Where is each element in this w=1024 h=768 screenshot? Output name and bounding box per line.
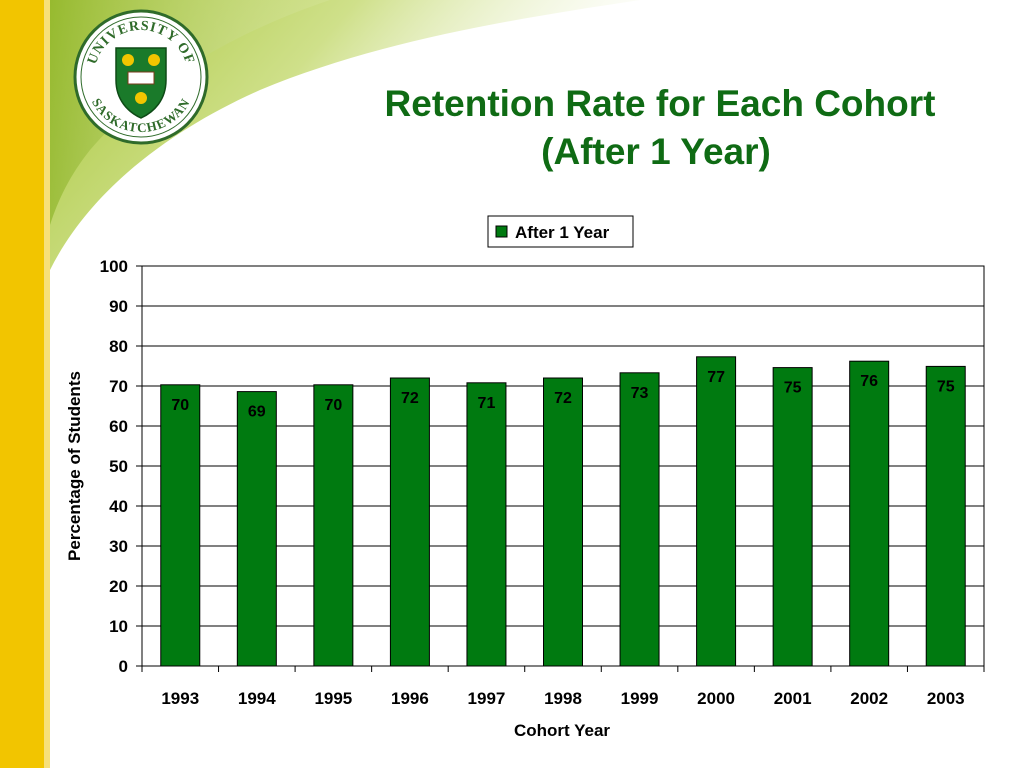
data-label-2001: 75 [784, 380, 802, 397]
y-tick-label: 50 [109, 457, 128, 476]
x-tick-label: 1999 [621, 689, 659, 708]
y-tick-label: 30 [109, 537, 128, 556]
sidebar-stripe [0, 0, 44, 768]
x-tick-label: 1994 [238, 689, 276, 708]
y-tick-label: 70 [109, 377, 128, 396]
data-label-2000: 77 [707, 369, 725, 386]
y-tick-label: 40 [109, 497, 128, 516]
bar-1993 [160, 384, 201, 667]
x-tick-label: 2001 [774, 689, 812, 708]
university-logo: UNIVERSITY OF SASKATCHEWAN [73, 9, 209, 145]
y-tick-label: 0 [119, 657, 128, 676]
data-label-1999: 73 [631, 385, 649, 402]
legend-swatch [495, 225, 508, 238]
bar-1994 [236, 391, 277, 667]
x-tick-label: 1998 [544, 689, 582, 708]
legend-box [487, 215, 634, 248]
x-tick-label: 1993 [161, 689, 199, 708]
y-tick-label: 60 [109, 417, 128, 436]
y-axis-ticks: 0 10 20 30 40 50 60 70 80 90 100 [100, 257, 142, 676]
slide-title: Retention Rate for Each Cohort [384, 83, 936, 124]
bar-2001 [772, 367, 813, 667]
x-axis-ticks: 1993 1994 1995 1996 1997 1998 1999 2000 2001 2002… [141, 666, 985, 708]
y-tick-label: 80 [109, 337, 128, 356]
x-tick-label: 1997 [468, 689, 506, 708]
x-tick-label: 2000 [697, 689, 735, 708]
bar-2002 [849, 360, 890, 667]
x-tick-label: 1996 [391, 689, 429, 708]
bar-2003 [925, 365, 966, 667]
y-tick-label: 20 [109, 577, 128, 596]
bars [160, 356, 966, 667]
x-axis-title: Cohort Year [514, 721, 610, 740]
data-label-2002: 76 [860, 373, 878, 390]
data-label-1995: 70 [324, 397, 342, 414]
legend-label: After 1 Year [515, 223, 610, 242]
y-tick-label: 10 [109, 617, 128, 636]
data-label-1996: 72 [401, 390, 419, 407]
bar-1995 [313, 384, 354, 667]
x-tick-label: 2003 [927, 689, 965, 708]
sidebar-stripe-inner [44, 0, 50, 768]
slide-subtitle: (After 1 Year) [541, 131, 771, 172]
bar-1997 [466, 382, 507, 667]
data-labels: 70 69 70 72 71 72 73 77 75 76 75 [171, 369, 954, 421]
legend: After 1 Year [487, 215, 634, 248]
bar-1998 [543, 377, 583, 667]
data-label-1993: 70 [171, 397, 189, 414]
data-label-1998: 72 [554, 390, 572, 407]
y-axis-title: Percentage of Students [65, 371, 84, 561]
x-tick-label: 1995 [314, 689, 352, 708]
x-tick-label: 2002 [850, 689, 888, 708]
y-tick-label: 90 [109, 297, 128, 316]
data-label-1997: 71 [478, 395, 496, 412]
bar-1999 [619, 372, 660, 667]
data-label-2003: 75 [937, 378, 955, 395]
bar-1996 [389, 377, 430, 667]
data-label-1994: 69 [248, 404, 266, 421]
y-tick-label: 100 [100, 257, 128, 276]
bar-2000 [696, 356, 737, 667]
